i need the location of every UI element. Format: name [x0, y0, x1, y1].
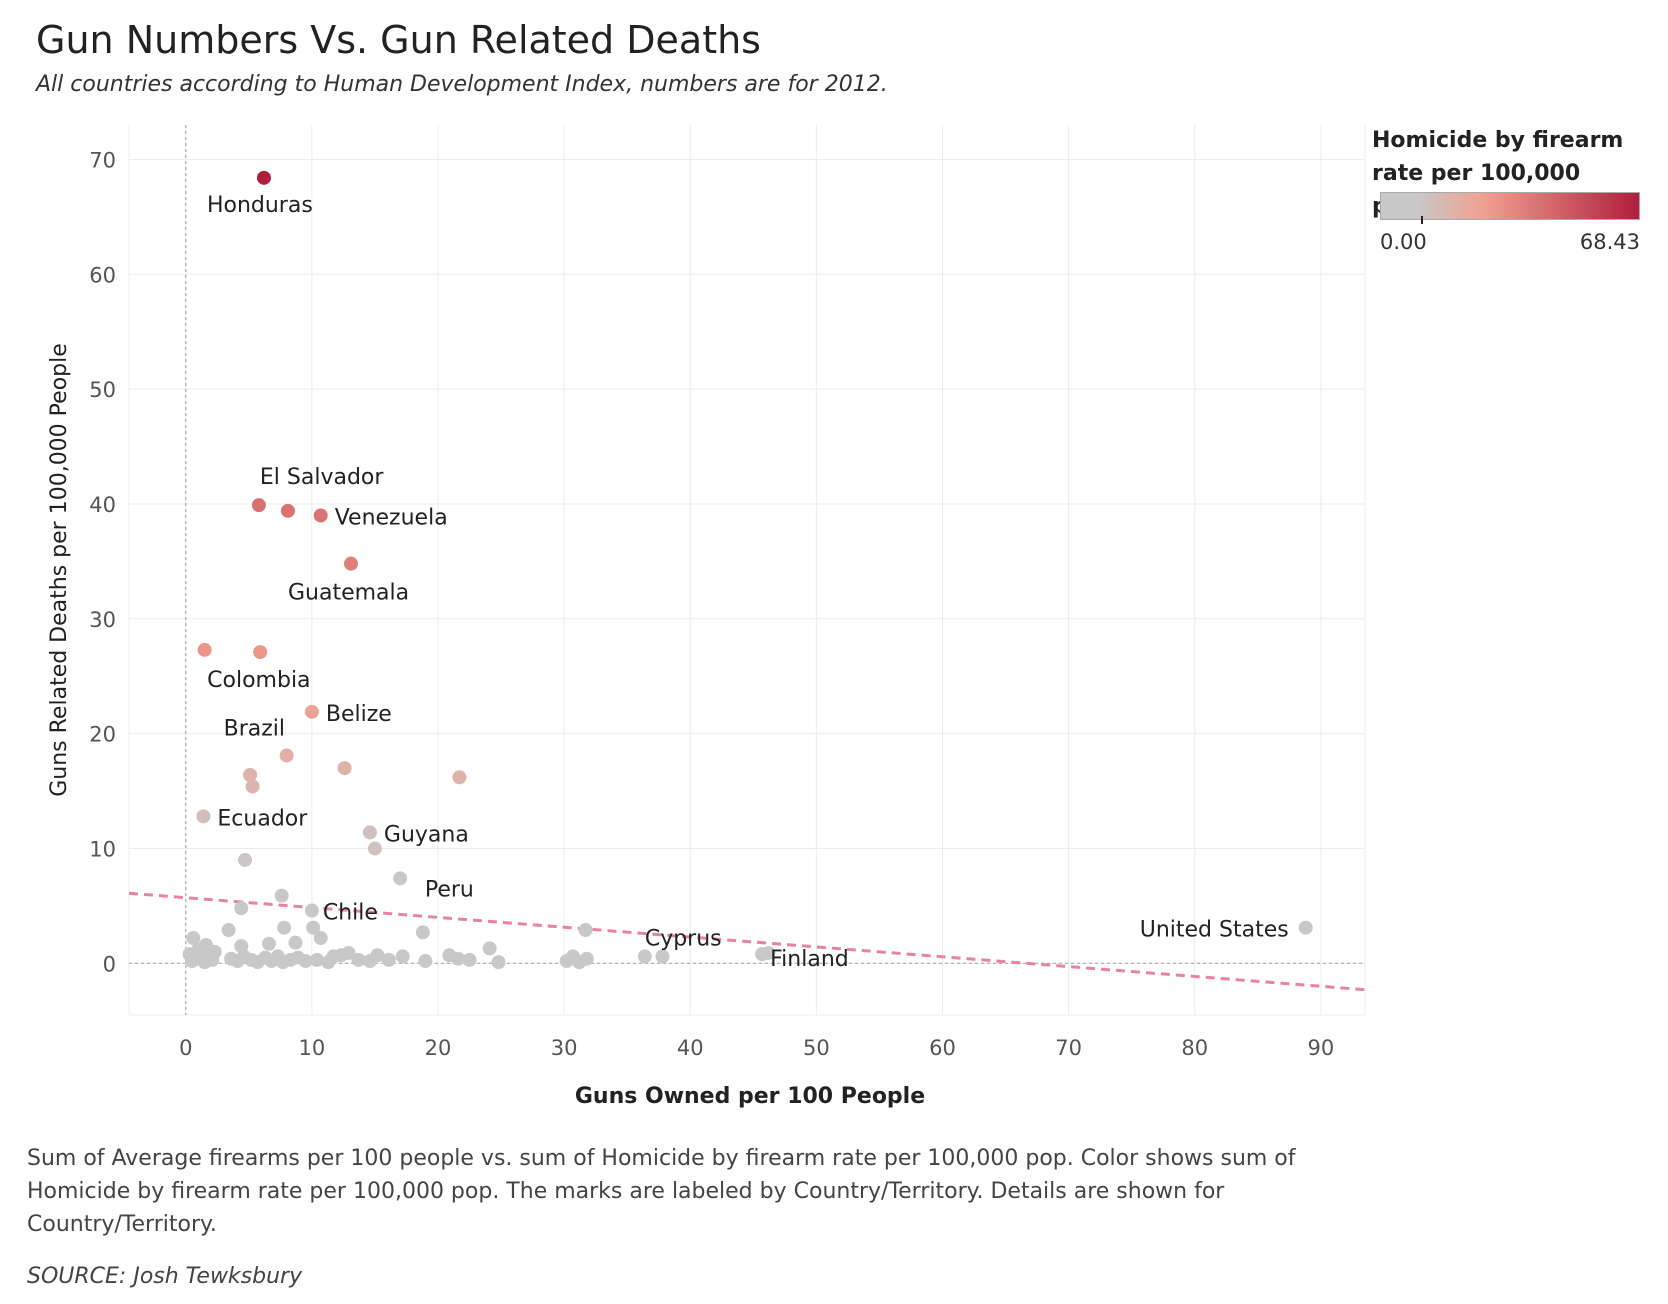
chart-title: Gun Numbers Vs. Gun Related Deaths — [36, 18, 761, 62]
x-tick-label: 70 — [1055, 1036, 1082, 1060]
data-point — [277, 920, 292, 935]
y-tick-label: 30 — [89, 608, 116, 632]
y-tick-label: 40 — [89, 493, 116, 517]
data-point — [341, 945, 356, 960]
data-point — [186, 931, 201, 946]
data-point — [451, 951, 466, 966]
data-point — [337, 761, 352, 776]
data-point-labeled — [256, 170, 271, 185]
data-point — [393, 871, 408, 886]
x-tick-label: 90 — [1307, 1036, 1334, 1060]
data-point — [207, 944, 222, 959]
data-point-labeled — [415, 925, 430, 940]
data-point-labeled — [343, 556, 358, 571]
data-point — [462, 952, 477, 967]
data-point — [579, 951, 594, 966]
data-point-labeled — [755, 947, 770, 962]
y-tick-label: 0 — [103, 952, 116, 976]
point-label: Brazil — [224, 716, 285, 741]
x-tick-label: 30 — [551, 1036, 578, 1060]
data-point — [491, 955, 506, 970]
x-tick-label: 10 — [299, 1036, 326, 1060]
x-tick-label: 0 — [179, 1036, 192, 1060]
point-label: Peru — [425, 877, 474, 902]
data-point — [578, 923, 593, 938]
data-point — [234, 901, 249, 916]
trend-line — [128, 891, 1366, 992]
data-point — [245, 779, 260, 794]
point-label: Ecuador — [217, 806, 308, 831]
tick-labels: 0 10 20 30 40 50 60 70 80 90 0 10 20 30 40 50 60 70 — [89, 148, 1334, 1060]
data-point — [313, 931, 328, 946]
data-point-labeled — [251, 498, 266, 513]
x-tick-label: 80 — [1181, 1036, 1208, 1060]
data-point — [418, 954, 433, 969]
y-tick-label: 70 — [89, 148, 116, 172]
y-axis-label: Guns Related Deaths per 100,000 People — [47, 343, 72, 797]
x-tick-label: 60 — [929, 1036, 956, 1060]
y-tick-label: 60 — [89, 263, 116, 287]
data-point — [306, 920, 321, 935]
data-point — [197, 642, 212, 657]
data-point — [351, 952, 366, 967]
x-tick-label: 50 — [803, 1036, 830, 1060]
data-point — [370, 948, 385, 963]
y-tick-label: 10 — [89, 837, 116, 861]
chart-caption: Sum of Average firearms per 100 people v… — [27, 1146, 1296, 1237]
point-label: El Salvador — [260, 465, 384, 490]
legend-title-line1: Homicide by firearm — [1372, 128, 1624, 153]
chart-subtitle: All countries according to Human Develop… — [36, 72, 888, 97]
point-label: Chile — [323, 900, 378, 925]
legend-color-ramp — [1380, 192, 1640, 220]
scatter-plot: Honduras El Salvador Venezuela Guatemala Col… — [47, 125, 1366, 1109]
data-point — [298, 954, 313, 969]
point-labels: Honduras El Salvador Venezuela Guatemala Col… — [207, 193, 1289, 972]
x-tick-label: 40 — [677, 1036, 704, 1060]
data-point — [395, 949, 410, 964]
data-point — [288, 935, 303, 950]
data-point — [452, 770, 467, 785]
point-label: Colombia — [207, 668, 310, 693]
x-axis-label: Guns Owned per 100 People — [575, 1084, 925, 1109]
data-point — [238, 852, 253, 867]
point-label: Honduras — [207, 193, 313, 218]
legend-min-label: 0.00 — [1380, 230, 1427, 254]
data-point-labeled — [637, 949, 652, 964]
point-label: Belize — [326, 702, 392, 727]
data-point-labeled — [196, 809, 211, 824]
data-point-labeled — [1298, 920, 1313, 935]
data-point-labeled — [253, 645, 268, 660]
data-point — [655, 949, 670, 964]
data-point — [280, 503, 295, 518]
data-point — [367, 841, 382, 856]
data-point — [274, 888, 289, 903]
data-point-labeled — [304, 903, 319, 918]
data-point — [182, 947, 197, 962]
data-point — [309, 952, 324, 967]
point-label: Guatemala — [288, 581, 409, 606]
legend-zero-tick — [1421, 216, 1423, 224]
data-points — [182, 170, 1313, 970]
point-label: Guyana — [384, 822, 469, 847]
y-tick-label: 20 — [89, 723, 116, 747]
y-tick-label: 50 — [89, 378, 116, 402]
data-point — [221, 923, 236, 938]
data-point-labeled — [279, 748, 294, 763]
grid-lines — [128, 125, 1366, 1016]
data-point-labeled — [362, 825, 377, 840]
data-point — [482, 941, 497, 956]
data-point — [261, 936, 276, 951]
point-label: United States — [1140, 918, 1289, 943]
data-point — [381, 952, 396, 967]
data-point-labeled — [313, 508, 328, 523]
legend-max-label: 68.43 — [1579, 230, 1640, 254]
data-point — [243, 767, 258, 782]
point-label: Venezuela — [335, 505, 448, 530]
x-tick-label: 20 — [425, 1036, 452, 1060]
point-label: Finland — [770, 947, 849, 972]
data-point-labeled — [304, 704, 319, 719]
source-note: SOURCE: Josh Tewksbury — [27, 1264, 303, 1289]
trend-line-group — [128, 891, 1366, 992]
point-label: Cyprus — [645, 926, 722, 951]
